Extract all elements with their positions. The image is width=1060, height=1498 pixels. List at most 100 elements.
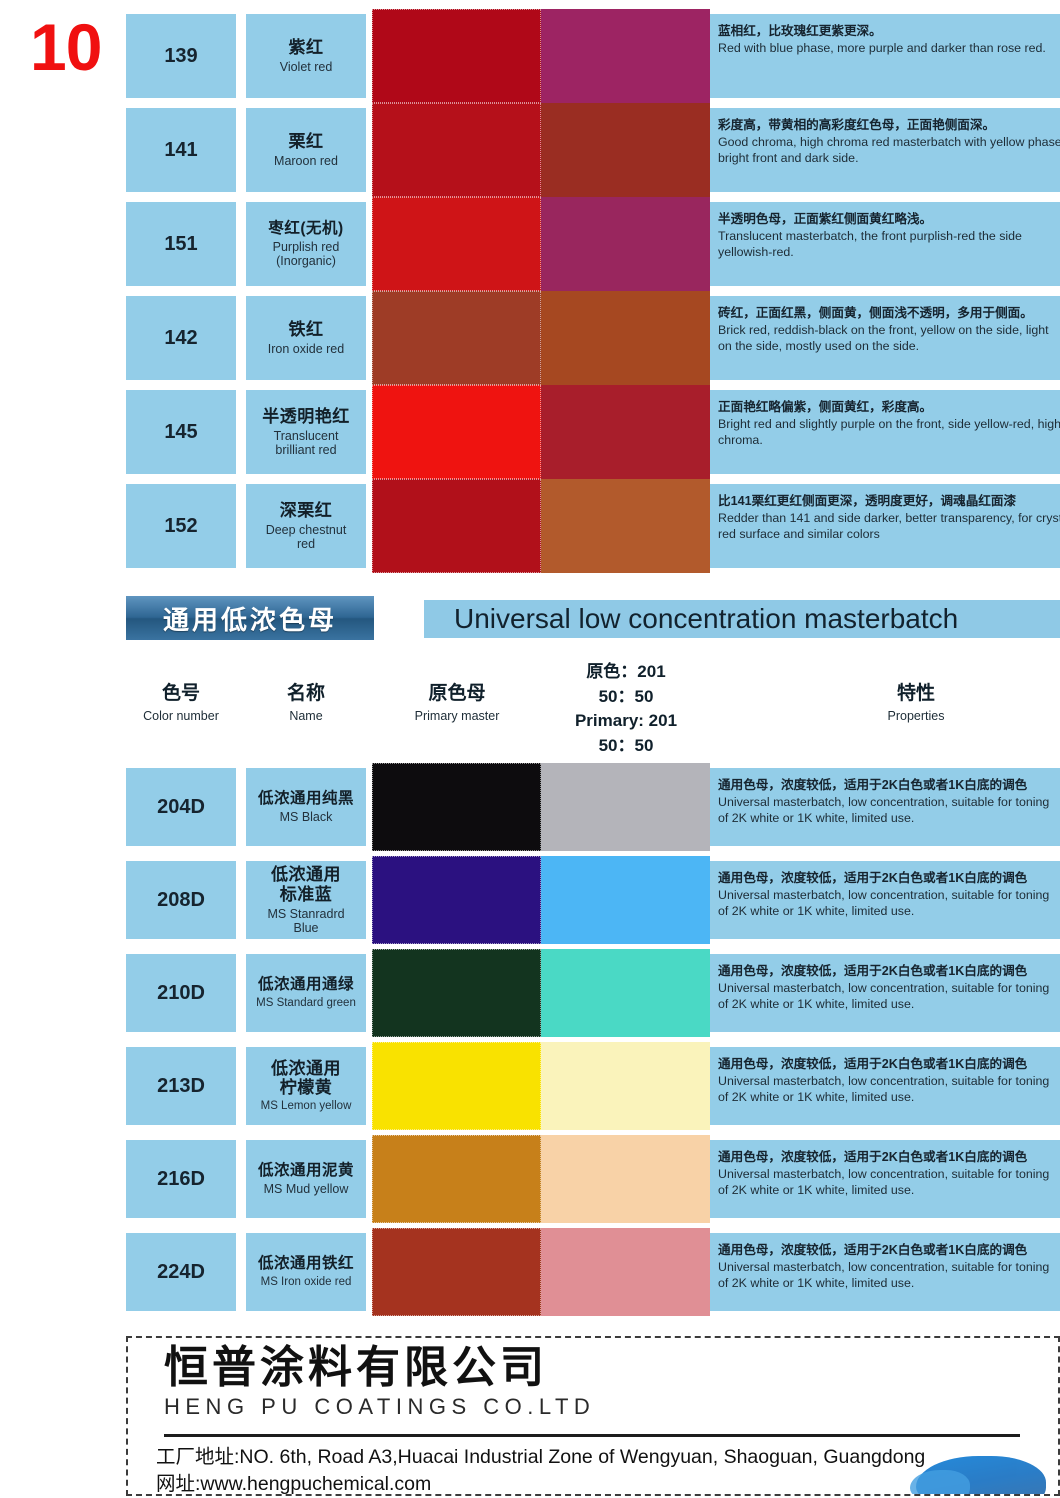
color-name-en: MS Iron oxide red [260,1275,352,1288]
header-color-number: 色号 Color number [143,683,219,723]
properties-cn: 通用色母，浓度较低，适用于2K白色或者1K白底的调色 [718,1057,1028,1071]
properties-en: Brick red, reddish-black on the front, y… [718,322,1049,337]
cell-properties: 彩度高，带黄相的高彩度红色母，正面艳侧面深。 Good chroma, high … [710,108,1060,192]
cell-properties: 砖红，正面红黑，侧面黄，侧面浅不透明，多用于侧面。 Brick red, redd… [710,296,1060,380]
cell-color-number: 141 [126,108,236,192]
section-banner-cn: 通用低浓色母 [126,596,374,640]
swatch-primary-master [372,763,541,851]
color-name-en-line2: Blue [293,920,319,935]
properties-en-line2: of 2K white or 1K white, limited use. [718,903,915,918]
color-swatch-pair [372,763,710,851]
color-swatch-pair [372,949,710,1037]
properties-cn: 通用色母，浓度较低，适用于2K白色或者1K白底的调色 [718,1243,1028,1257]
color-name-en: MS Lemon yellow [260,1100,352,1113]
cell-color-name: 铁红 Iron oxide red [246,296,366,380]
website-line[interactable]: 网址:www.hengpuchemical.com [156,1472,432,1495]
header-mix-ratio: 原色：201 50：50 Primary: 201 50：50 [574,662,678,755]
properties-en: Redder than 141 and side darker, better … [718,510,1060,525]
cell-color-name: 紫红 Violet red [246,14,366,98]
properties-en-line2: of 2K white or 1K white, limited use. [718,996,915,1011]
decorative-blue-blob [910,1456,1046,1494]
table-row[interactable]: 204D 低浓通用纯黑 MS Black 通用色母，浓度较低，适用于2K白色或者1K白… [126,763,1060,851]
cell-color-number: 139 [126,14,236,98]
color-name-cn: 枣红(无机) [268,219,344,237]
properties-en-line2: of 2K white or 1K white, limited use. [718,1182,915,1197]
swatch-mix-50-50 [541,291,710,385]
cell-color-number: 224D [126,1233,236,1311]
color-name-cn: 低浓通用 [271,865,341,885]
color-name-en-line2: (Inorganic) [276,254,336,269]
color-swatch-pair [372,856,710,944]
swatch-mix-50-50 [541,856,710,944]
swatch-primary-master [372,103,541,197]
swatch-primary-master [372,291,541,385]
color-name-cn: 低浓通用泥黄 [257,1161,354,1179]
color-name-cn: 栗红 [288,131,324,151]
cell-color-name: 低浓通用铁红 MS Iron oxide red [246,1233,366,1311]
table-row[interactable]: 208D 低浓通用 标准蓝 MS Stanradrd Blue 通用色母，浓度较低，适用于… [126,856,1060,944]
properties-cn: 蓝相红，比玫瑰红更紫更深。 [718,24,882,38]
cell-properties: 蓝相红，比玫瑰红更紫更深。 Red with blue phase, more p… [710,14,1060,98]
table-row[interactable]: 224D 低浓通用铁红 MS Iron oxide red 通用色母，浓度较低，适用于… [126,1228,1060,1316]
swatch-mix-50-50 [541,763,710,851]
color-swatch-pair [372,1228,710,1316]
swatch-mix-50-50 [541,9,710,103]
swatch-mix-50-50 [541,385,710,479]
cell-color-number: 204D [126,768,236,846]
table-row[interactable]: 213D 低浓通用 柠檬黄 MS Lemon yellow 通用色母，浓度较低，适用于2… [126,1042,1060,1130]
properties-en: Red with blue phase, more purple and dar… [718,40,1046,55]
cell-color-number: 152 [126,484,236,568]
color-name-en: Deep chestnut [265,523,347,538]
properties-cn: 正面艳红略偏紫，侧面黄红，彩度高。 [718,400,933,414]
table-row[interactable]: 210D 低浓通用通绿 MS Standard green 通用色母，浓度较低，适用于… [126,949,1060,1037]
properties-en-line2: of 2K white or 1K white, limited use. [718,810,915,825]
cell-color-name: 低浓通用 柠檬黄 MS Lemon yellow [246,1047,366,1125]
properties-en: Universal masterbatch, low concentration… [718,794,1050,809]
cell-color-name: 低浓通用 标准蓝 MS Stanradrd Blue [246,861,366,939]
table-row[interactable]: 216D 低浓通用泥黄 MS Mud yellow 通用色母，浓度较低，适用于2K白色… [126,1135,1060,1223]
properties-en: Translucent masterbatch, the front purpl… [718,228,1022,243]
swatch-primary-master [372,1042,541,1130]
factory-address: 工厂地址:NO. 6th, Road A3,Huacai Industrial … [156,1446,926,1468]
properties-en-line2: chroma. [718,432,763,447]
properties-en-line2: bright front and dark side. [718,150,859,165]
cell-properties: 通用色母，浓度较低，适用于2K白色或者1K白底的调色 Universal mast… [710,1233,1060,1311]
cell-properties: 通用色母，浓度较低，适用于2K白色或者1K白底的调色 Universal mast… [710,768,1060,846]
color-name-en-line2: red [296,537,316,552]
cell-color-number: 210D [126,954,236,1032]
color-name-cn: 低浓通用铁红 [257,1255,354,1273]
section-banner-en: Universal low concentration masterbatch [424,600,1060,638]
cell-color-number: 151 [126,202,236,286]
color-name-en: MS Mud yellow [263,1182,349,1197]
table-row[interactable]: 151 枣红(无机) Purplish red (Inorganic) 半透明色母，正面… [126,197,1060,291]
cell-properties: 通用色母，浓度较低，适用于2K白色或者1K白底的调色 Universal mast… [710,861,1060,939]
cell-properties: 通用色母，浓度较低，适用于2K白色或者1K白底的调色 Universal mast… [710,954,1060,1032]
table-row[interactable]: 145 半透明艳红 Translucent brilliant red 正面艳红略偏紫，… [126,385,1060,479]
properties-en: Universal masterbatch, low concentration… [718,1073,1050,1088]
table-row[interactable]: 152 深栗红 Deep chestnut red 比141栗红更红侧面更深，透明度更好… [126,479,1060,573]
properties-en: Universal masterbatch, low concentration… [718,980,1050,995]
color-name-en-line2: brilliant red [275,443,337,458]
cell-color-name: 半透明艳红 Translucent brilliant red [246,390,366,474]
cell-color-number: 216D [126,1140,236,1218]
properties-cn: 通用色母，浓度较低，适用于2K白色或者1K白底的调色 [718,871,1028,885]
color-name-cn: 低浓通用通绿 [257,976,354,994]
color-name-cn-line2: 标准蓝 [279,884,333,904]
cell-color-number: 213D [126,1047,236,1125]
cell-properties: 半透明色母，正面紫红侧面黄红略浅。 Translucent masterbatch… [710,202,1060,286]
table-row[interactable]: 141 栗红 Maroon red 彩度高，带黄相的高彩度红色母，正面艳侧面深。 Goo… [126,103,1060,197]
properties-cn: 通用色母，浓度较低，适用于2K白色或者1K白底的调色 [718,964,1028,978]
color-name-en: MS Stanradrd [267,906,345,921]
cell-properties: 比141栗红更红侧面更深，透明度更好，调魂晶红面漆 Redder than 141… [710,484,1060,568]
properties-cn: 砖红，正面红黑，侧面黄，侧面浅不透明，多用于侧面。 [718,306,1033,320]
color-swatch-pair [372,479,710,573]
properties-cn: 彩度高，带黄相的高彩度红色母，正面艳侧面深。 [718,118,996,132]
swatch-mix-50-50 [541,1228,710,1316]
swatch-primary-master [372,385,541,479]
table-row[interactable]: 139 紫红 Violet red 蓝相红，比玫瑰红更紫更深。 Red with blu… [126,9,1060,103]
table-row[interactable]: 142 铁红 Iron oxide red 砖红，正面红黑，侧面黄，侧面浅不透明，多用… [126,291,1060,385]
color-name-cn: 铁红 [288,319,324,339]
color-name-en: Iron oxide red [267,342,345,357]
color-swatch-pair [372,1042,710,1130]
